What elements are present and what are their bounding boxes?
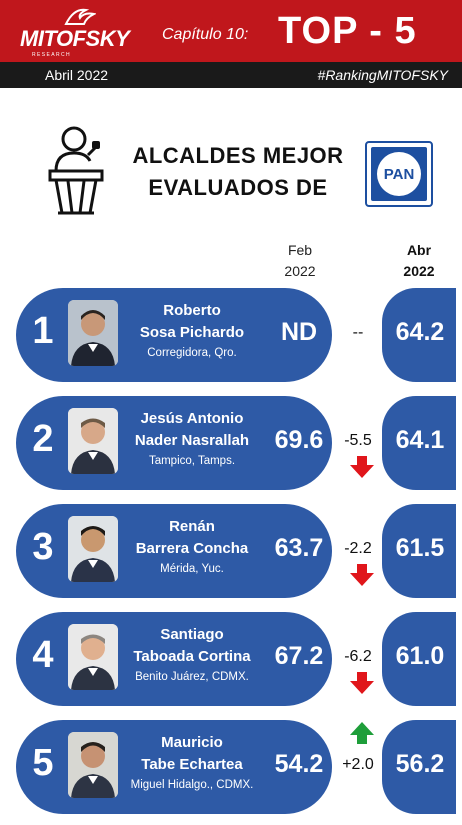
abr-column-header: Abr 2022	[388, 240, 450, 282]
arrow-down-icon	[350, 456, 374, 478]
abr-year-label: 2022	[403, 263, 435, 279]
logo-flame-icon	[64, 8, 96, 25]
date-label: Abril 2022	[45, 67, 109, 83]
abr-score: 61.0	[395, 642, 445, 670]
rank-number: 5	[32, 742, 54, 784]
main-title-line2: EVALUADOS DE	[148, 175, 328, 200]
abr-score-card	[382, 288, 456, 382]
brand-logo: MITOFSKY	[20, 26, 130, 51]
mayor-name: Santiago Taboada Cortina	[124, 624, 260, 668]
chapter-label: Capítulo 10:	[162, 26, 249, 43]
mayor-municipality: Tampico, Tamps.	[148, 455, 236, 467]
arrow-down-icon	[350, 564, 374, 586]
party-logo: PAN	[365, 141, 433, 207]
arrow-up-icon	[350, 722, 374, 744]
main-title-line1: ALCALDES MEJOR	[132, 143, 344, 168]
mayor-name: Renán Barrera Concha	[124, 516, 260, 560]
mayor-municipality: Corregidora, Qro.	[147, 347, 237, 359]
score-change: -5.5	[344, 432, 372, 449]
feb-column-header: Feb 2022	[270, 240, 330, 282]
mayor-last-name: Nader Nasrallah	[134, 432, 250, 449]
abr-score: 61.5	[395, 534, 445, 562]
mayor-name: Roberto Sosa Pichardo	[124, 300, 260, 344]
feb-month-label: Feb	[287, 242, 313, 258]
header-bar: MITOFSKY RESEARCH Capítulo 10: TOP - 5	[0, 0, 462, 62]
hashtag-label: #RankingMITOFSKY	[317, 67, 448, 83]
page-title: TOP - 5	[278, 10, 417, 52]
mayor-photo	[68, 624, 118, 690]
ranking-row: 4 Santiago Taboada Cortina Benito Juárez…	[0, 612, 462, 706]
mayor-photo	[68, 516, 118, 582]
rank-number: 2	[32, 418, 54, 460]
feb-score: 63.7	[274, 534, 324, 562]
mayor-name: Mauricio Tabe Echartea	[124, 732, 260, 776]
mayor-first-name: Jesús Antonio	[140, 410, 244, 427]
feb-score: 54.2	[274, 750, 324, 778]
mayor-last-name: Sosa Pichardo	[139, 324, 245, 341]
mayor-first-name: Roberto	[163, 302, 221, 319]
mayor-first-name: Santiago	[160, 626, 224, 643]
mayor-municipality: Miguel Hidalgo., CDMX.	[130, 779, 254, 791]
feb-score: 67.2	[274, 642, 324, 670]
main-title: ALCALDES MEJOR EVALUADOS DE	[128, 140, 348, 204]
score-change: -6.2	[344, 648, 372, 665]
mayor-name: Jesús Antonio Nader Nasrallah	[124, 408, 260, 452]
abr-score: 56.2	[395, 750, 445, 778]
feb-score: ND	[280, 318, 318, 346]
abr-score-card	[382, 396, 456, 490]
ranking-row: 3 Renán Barrera Concha Mérida, Yuc. 63.7…	[0, 504, 462, 598]
abr-month-label: Abr	[406, 242, 432, 258]
score-change: --	[352, 324, 364, 341]
ranking-row: 2 Jesús Antonio Nader Nasrallah Tampico,…	[0, 396, 462, 490]
ranking-row: 5 Mauricio Tabe Echartea Miguel Hidalgo.…	[0, 720, 462, 814]
mayor-municipality: Mérida, Yuc.	[160, 563, 224, 575]
mayor-municipality: Benito Juárez, CDMX.	[135, 671, 249, 683]
abr-score: 64.2	[395, 318, 445, 346]
feb-year-label: 2022	[284, 263, 316, 279]
brand-logo-subtext: RESEARCH	[32, 52, 71, 58]
score-change: +2.0	[342, 756, 374, 773]
mayor-last-name: Barrera Concha	[135, 540, 249, 557]
abr-score-card	[382, 612, 456, 706]
score-change: -2.2	[344, 540, 372, 557]
mayor-last-name: Taboada Cortina	[133, 648, 251, 665]
abr-score: 64.1	[395, 426, 445, 454]
mayor-photo	[68, 732, 118, 798]
mayor-first-name: Renán	[169, 518, 215, 535]
rank-number: 4	[32, 634, 54, 676]
rank-number: 3	[32, 526, 54, 568]
mayor-first-name: Mauricio	[161, 734, 223, 751]
mayor-photo	[68, 300, 118, 366]
speaker-podium-icon	[48, 126, 104, 215]
mayor-last-name: Tabe Echartea	[141, 756, 243, 773]
arrow-down-icon	[350, 672, 374, 694]
abr-score-card	[382, 504, 456, 598]
abr-score-card	[382, 720, 456, 814]
sub-header-bar	[0, 62, 462, 88]
feb-score: 69.6	[274, 426, 324, 454]
rank-number: 1	[32, 310, 54, 352]
ranking-row: 1 Roberto Sosa Pichardo Corregidora, Qro…	[0, 288, 462, 382]
mayor-photo	[68, 408, 118, 474]
party-logo-text: PAN	[383, 165, 415, 183]
